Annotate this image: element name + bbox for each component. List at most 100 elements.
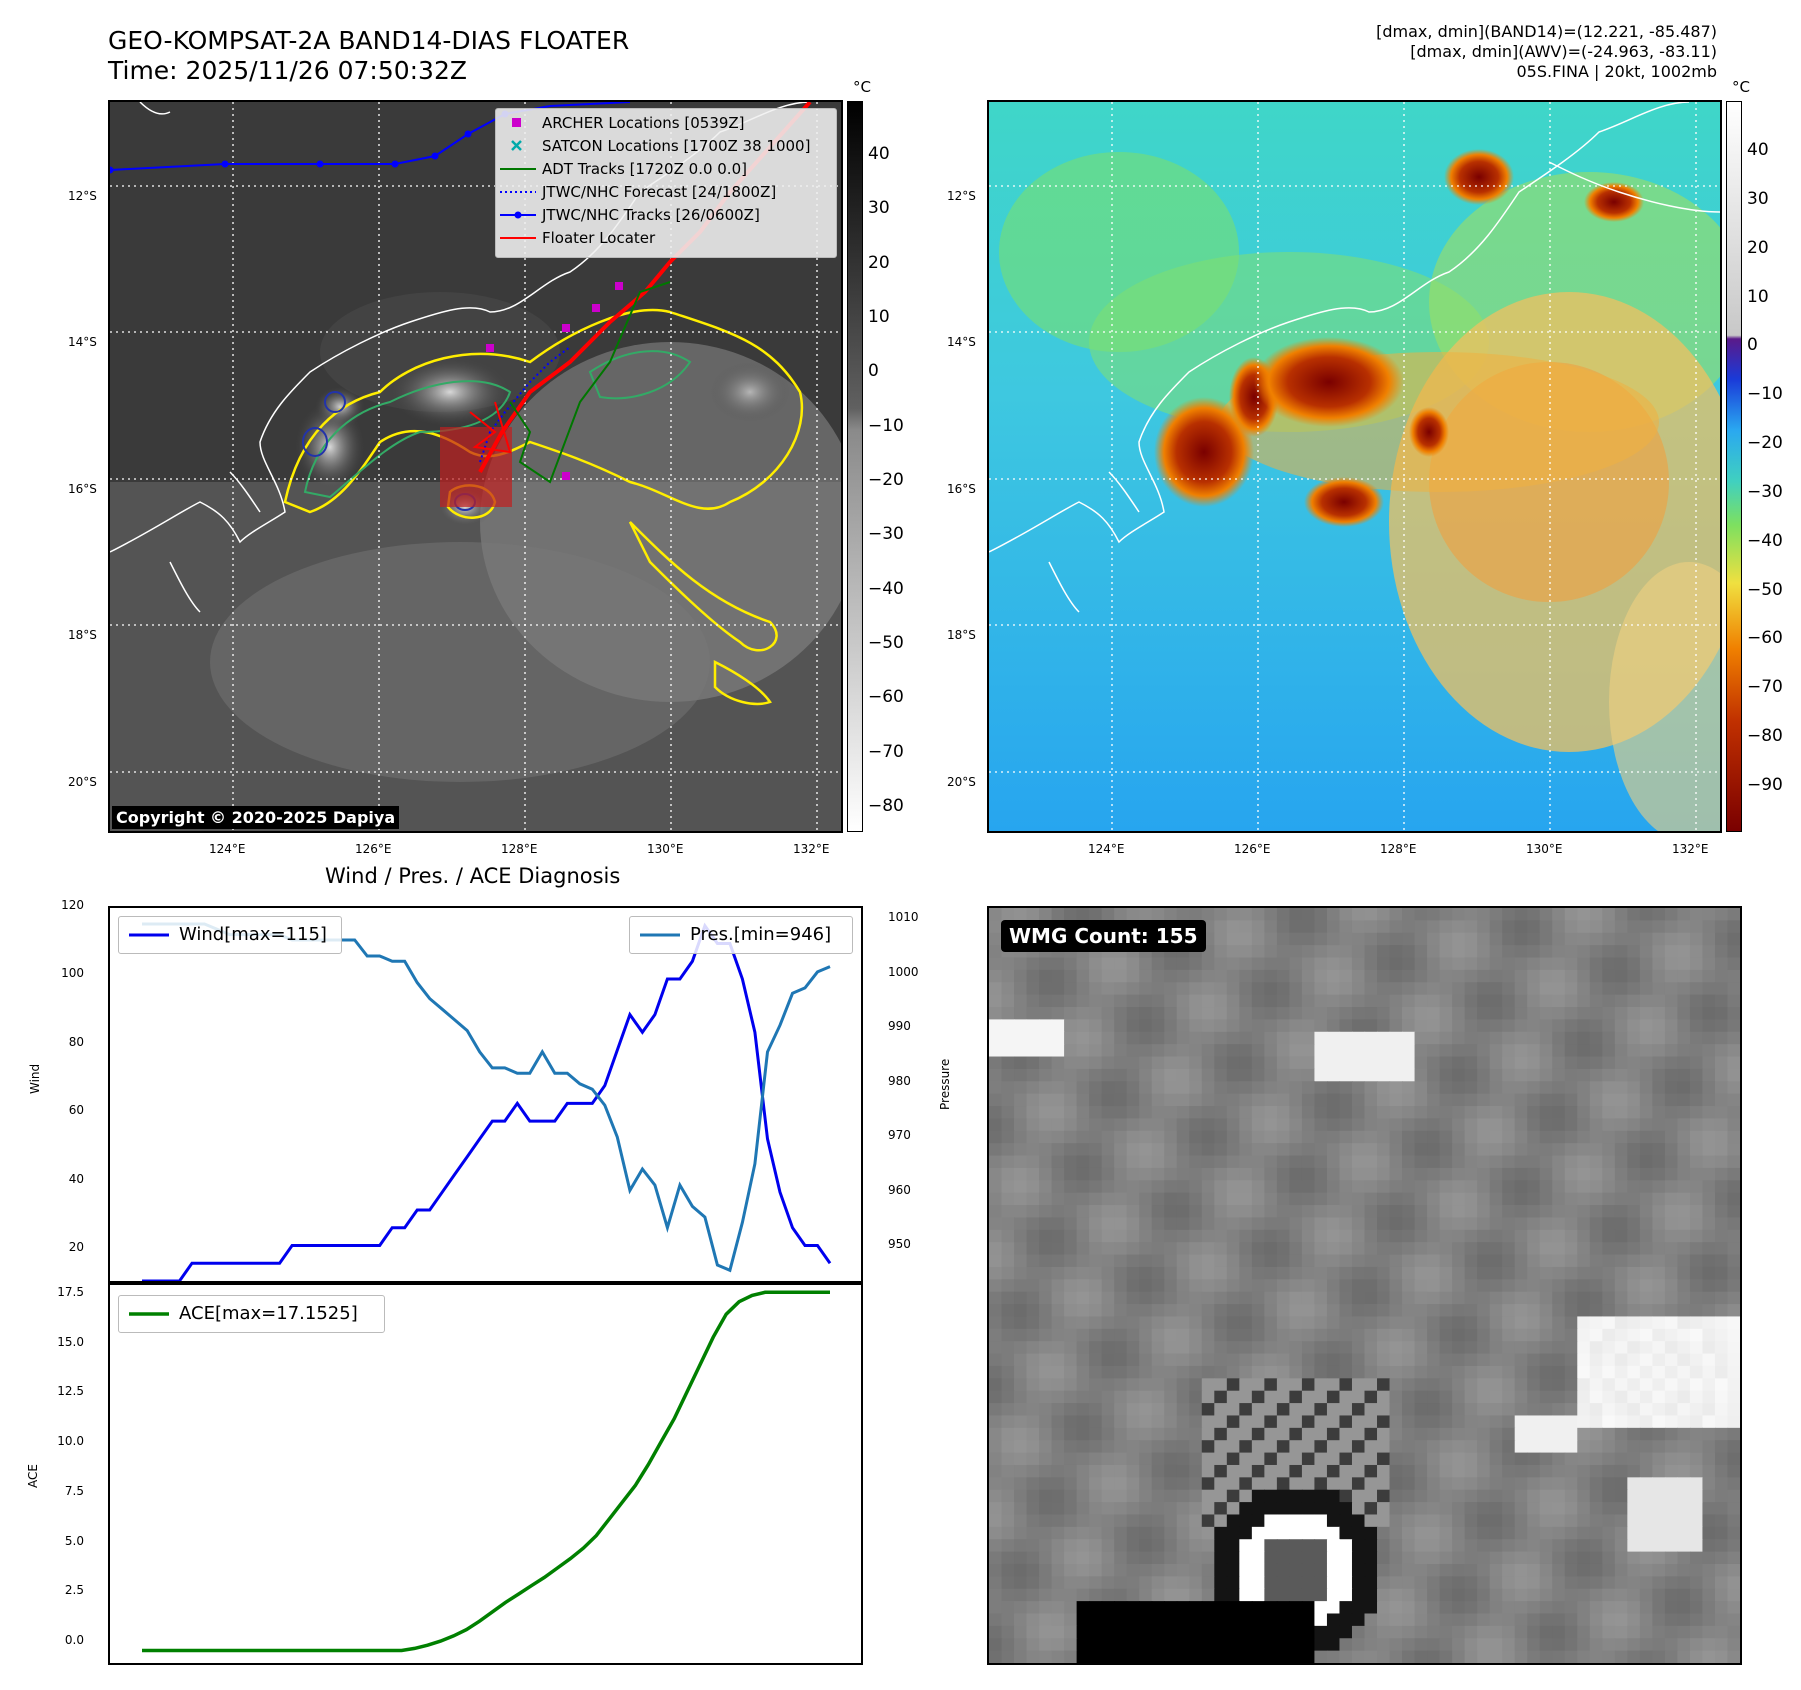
wmg-pixel — [1714, 994, 1729, 1008]
wmg-pixel — [1251, 1155, 1265, 1169]
wmg-pixel — [1539, 1056, 1553, 1070]
wmg-pixel — [1151, 1365, 1165, 1379]
wmg-pixel — [1589, 1167, 1603, 1181]
wmg-pixel — [1664, 1118, 1679, 1132]
wmg-pixel — [1439, 1502, 1453, 1516]
wmg-pixel — [1502, 1205, 1516, 1219]
wmg-pixel — [1239, 1130, 1253, 1144]
wmg-pixel — [1326, 1403, 1341, 1417]
wmg-pixel — [1089, 1613, 1103, 1627]
wmg-pixel — [1126, 1056, 1140, 1070]
wmg-pixel — [1251, 1613, 1265, 1627]
wmg-pixel — [1339, 1130, 1353, 1144]
wmg-pixel — [1702, 1031, 1716, 1045]
wmg-pixel — [1427, 1217, 1441, 1231]
wmg-pixel — [1514, 1427, 1528, 1441]
wmg-pixel — [1589, 1180, 1603, 1194]
wmg-pixel — [1452, 1242, 1466, 1256]
wmg-pixel — [1276, 1081, 1290, 1095]
wmg-pixel — [1652, 1130, 1666, 1144]
wmg-pixel — [1502, 1316, 1516, 1330]
wmg-pixel — [1677, 1106, 1691, 1120]
wmg-pixel — [1314, 1229, 1328, 1243]
wmg-pixel — [1564, 1130, 1578, 1144]
wmg-pixel — [1552, 1081, 1566, 1095]
wmg-pixel — [1264, 1502, 1278, 1516]
wmg-pixel — [1414, 1106, 1428, 1120]
wmg-pixel — [1677, 1650, 1691, 1663]
wmg-pixel — [1439, 1415, 1453, 1429]
wmg-pixel — [1527, 1477, 1541, 1491]
wmg-pixel — [1664, 908, 1679, 921]
wmg-pixel — [1064, 1143, 1078, 1157]
wmg-pixel — [1527, 1638, 1541, 1652]
wmg-pixel — [1351, 1489, 1366, 1503]
wmg-pixel — [1427, 1365, 1441, 1379]
wmg-pixel — [1189, 1304, 1203, 1318]
wmg-pixel — [1151, 1254, 1165, 1268]
wmg-pixel — [1552, 1031, 1566, 1045]
wmg-pixel — [1427, 1254, 1441, 1268]
wmg-pixel — [1239, 1415, 1253, 1429]
wmg-pixel — [1026, 1601, 1040, 1615]
wmg-pixel — [1001, 994, 1015, 1008]
wmg-pixel — [1577, 1464, 1591, 1478]
wmg-pixel — [1377, 1576, 1391, 1590]
wmg-pixel — [1564, 1638, 1578, 1652]
wmg-pixel — [1514, 1007, 1528, 1020]
wmg-pixel — [1226, 1242, 1240, 1256]
wmg-pixel — [1439, 1563, 1453, 1577]
wmg-pixel — [1326, 1415, 1341, 1429]
wmg-pixel — [1139, 1291, 1153, 1305]
wmg-pixel — [1039, 1365, 1053, 1379]
wmg-pixel — [1214, 1266, 1228, 1280]
wmg-pixel — [1076, 1440, 1090, 1454]
wmg-pixel — [1539, 932, 1553, 946]
wmg-pixel — [1276, 1279, 1290, 1293]
wmg-pixel — [1251, 1514, 1265, 1528]
wmg-pixel — [1001, 1155, 1015, 1169]
wmg-pixel — [1051, 1205, 1065, 1219]
wmg-pixel — [1176, 1093, 1190, 1107]
wmg-pixel — [1602, 1588, 1616, 1602]
wmg-pixel — [1577, 1403, 1591, 1417]
wmg-pixel — [1702, 1155, 1716, 1169]
wmg-pixel — [1176, 1068, 1190, 1082]
wmg-pixel — [1364, 1266, 1378, 1280]
wmg-pixel — [1614, 1291, 1628, 1305]
wmg-pixel — [1251, 932, 1265, 946]
wmg-pixel — [1251, 1427, 1265, 1441]
wmg-pixel — [1189, 1106, 1203, 1120]
wmg-pixel — [1552, 1118, 1566, 1132]
wmg-pixel — [1552, 1341, 1566, 1355]
wmg-pixel — [989, 1613, 1003, 1627]
wmg-pixel — [1251, 1353, 1265, 1367]
wmg-pixel — [1289, 920, 1303, 934]
wmg-pixel — [1239, 1266, 1253, 1280]
wmg-pixel — [1377, 1489, 1391, 1503]
wmg-pixel — [1552, 1304, 1566, 1318]
wmg-pixel — [1452, 945, 1466, 959]
wmg-pixel — [1689, 1106, 1704, 1120]
wmg-pixel — [1614, 1477, 1628, 1491]
wmg-pixel — [1251, 1563, 1265, 1577]
wmg-pixel — [1464, 1452, 1478, 1466]
wmg-pixel — [1276, 1242, 1290, 1256]
wmg-pixel — [1589, 1044, 1603, 1058]
wmg-pixel — [1489, 1328, 1503, 1342]
wmg-pixel — [1514, 1365, 1528, 1379]
wmg-pixel — [1364, 1477, 1378, 1491]
wmg-pixel — [1627, 1477, 1641, 1491]
wmg-pixel — [1564, 1192, 1578, 1206]
wmg-pixel — [1564, 1007, 1578, 1020]
wmg-pixel — [1226, 969, 1240, 983]
wmg-pixel — [1489, 1093, 1503, 1107]
wmg-pixel — [1176, 1081, 1190, 1095]
wmg-pixel — [1564, 1353, 1578, 1367]
wmg-pixel — [1652, 1489, 1666, 1503]
wmg-pixel — [1001, 1180, 1015, 1194]
wmg-pixel — [1614, 1427, 1628, 1441]
wmg-pixel — [1239, 1452, 1253, 1466]
wmg-pixel — [1702, 1316, 1716, 1330]
wmg-pixel — [1301, 1452, 1316, 1466]
